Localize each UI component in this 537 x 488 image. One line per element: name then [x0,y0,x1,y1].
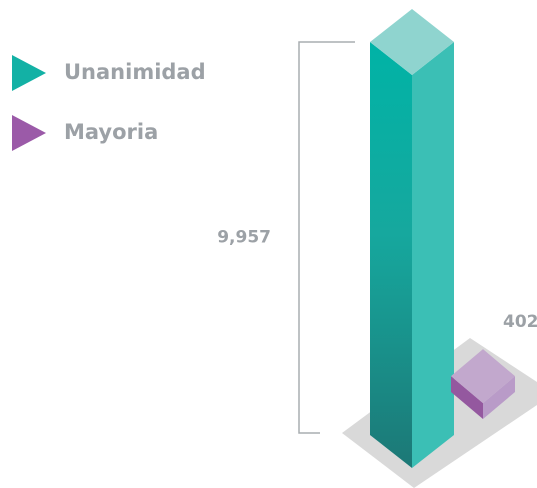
legend-marker [12,55,46,91]
legend-marker [12,115,46,151]
value-label: 9,957 [217,228,271,248]
bar-top-face [370,9,454,75]
bar-left-face [451,376,483,419]
bar-right-face [483,376,515,419]
value-label: 402 [503,312,537,332]
bar-left-face [370,42,412,468]
bar-right-face [412,42,454,468]
bracket [298,41,355,434]
legend-label: Unanimidad [64,60,206,84]
bar-top-face [451,349,515,404]
legend-label: Mayoria [64,120,158,144]
bar [451,349,515,419]
bar [370,9,454,468]
